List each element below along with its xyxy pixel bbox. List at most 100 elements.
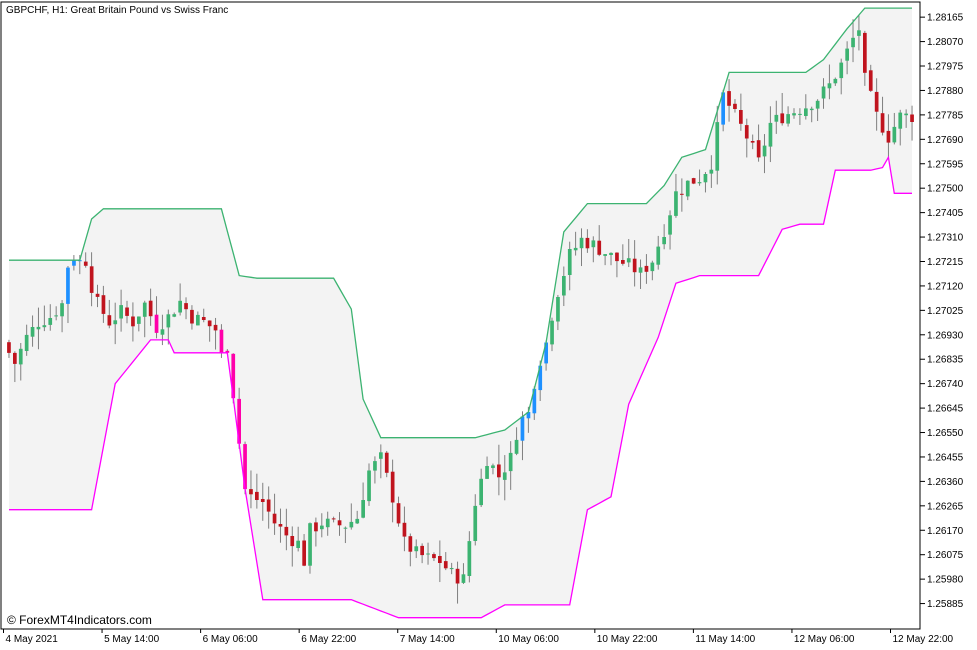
candle-body: [556, 297, 560, 322]
candle-body: [260, 499, 265, 502]
candle-body: [579, 237, 584, 249]
candle: [373, 456, 377, 484]
time-tick-label: 10 May 06:00: [498, 634, 559, 645]
price-tick-label: 1.26930: [927, 330, 964, 341]
candle: [325, 511, 330, 536]
candle-body: [225, 350, 230, 353]
candle: [461, 563, 466, 584]
candle: [443, 552, 448, 571]
candle-body: [449, 568, 454, 570]
price-tick-label: 1.26170: [927, 526, 964, 537]
candle-body: [502, 472, 507, 480]
candle-body: [243, 444, 247, 490]
candle-body: [320, 525, 324, 530]
price-tick-label: 1.26645: [927, 404, 964, 415]
candle: [172, 312, 177, 318]
candle-body: [414, 546, 419, 552]
candle-body: [768, 122, 773, 147]
candle-body: [886, 130, 891, 143]
candle: [432, 552, 436, 562]
candle: [650, 260, 655, 281]
candle-body: [420, 545, 424, 556]
candle-body: [815, 100, 820, 109]
candle: [337, 512, 342, 536]
candle: [827, 64, 832, 100]
candle-body: [863, 32, 867, 73]
candle: [408, 533, 413, 567]
price-tick-label: 1.26265: [927, 501, 964, 512]
time-tick-label: 7 May 14:00: [400, 634, 455, 645]
candle-body: [733, 103, 737, 109]
candle-body: [792, 113, 796, 116]
candle-body: [237, 398, 241, 444]
price-tick-label: 1.26360: [927, 477, 964, 488]
candle: [438, 540, 442, 583]
candle: [414, 539, 419, 559]
candle-body: [827, 83, 832, 89]
candle-body: [196, 314, 200, 326]
candle-body: [821, 86, 826, 99]
candle-body: [851, 37, 855, 48]
candle: [821, 78, 826, 109]
candle-body: [786, 114, 790, 124]
candle: [379, 444, 383, 479]
candle-body: [314, 522, 318, 532]
donchian-channel-fill: [9, 8, 912, 618]
candle-body: [868, 70, 873, 91]
lower-band-line: [9, 155, 912, 619]
candle: [514, 427, 519, 456]
candle: [166, 309, 171, 345]
candle-body: [562, 276, 566, 296]
price-tick-label: 1.27120: [927, 281, 964, 292]
time-tick-label: 12 May 22:00: [893, 634, 954, 645]
candle: [390, 459, 395, 523]
candle-body: [656, 246, 661, 265]
candle: [455, 561, 460, 604]
candle: [520, 411, 525, 461]
candle: [302, 534, 306, 567]
candle: [54, 306, 58, 321]
candle-body: [119, 305, 123, 319]
time-tick-label: 6 May 06:00: [203, 634, 258, 645]
candle-body: [42, 325, 47, 328]
time-tick-label: 10 May 22:00: [597, 634, 658, 645]
candle-body: [13, 352, 17, 364]
candle: [24, 324, 29, 356]
candle-body: [485, 466, 489, 479]
candle: [331, 516, 336, 523]
candle: [314, 517, 318, 547]
candle-body: [709, 169, 714, 174]
candle: [863, 30, 867, 86]
upper-band-line: [9, 7, 912, 439]
candle: [750, 134, 755, 150]
candle-body: [603, 254, 607, 256]
candle: [685, 180, 690, 201]
candle: [89, 252, 94, 307]
candle-body: [201, 317, 206, 320]
candle-body: [7, 342, 11, 353]
candle: [892, 112, 897, 145]
candle-body: [30, 327, 35, 337]
candle: [201, 308, 206, 323]
candle: [786, 106, 790, 127]
candle: [762, 134, 767, 174]
candle-body: [402, 522, 407, 537]
candle-body: [113, 320, 118, 325]
price-tick-label: 1.28070: [927, 37, 964, 48]
candle: [609, 252, 613, 266]
price-tick-label: 1.27215: [927, 257, 964, 268]
candle: [48, 304, 53, 331]
candle: [36, 307, 41, 350]
candle-body: [60, 303, 64, 317]
candle: [691, 177, 696, 185]
candle-body: [432, 554, 436, 559]
candle: [278, 508, 283, 543]
candle-body: [107, 315, 112, 326]
candle: [733, 99, 737, 113]
candle: [756, 124, 761, 162]
candle-body: [721, 92, 725, 125]
candle: [638, 259, 643, 289]
candle: [83, 252, 88, 268]
candle-body: [166, 314, 171, 328]
